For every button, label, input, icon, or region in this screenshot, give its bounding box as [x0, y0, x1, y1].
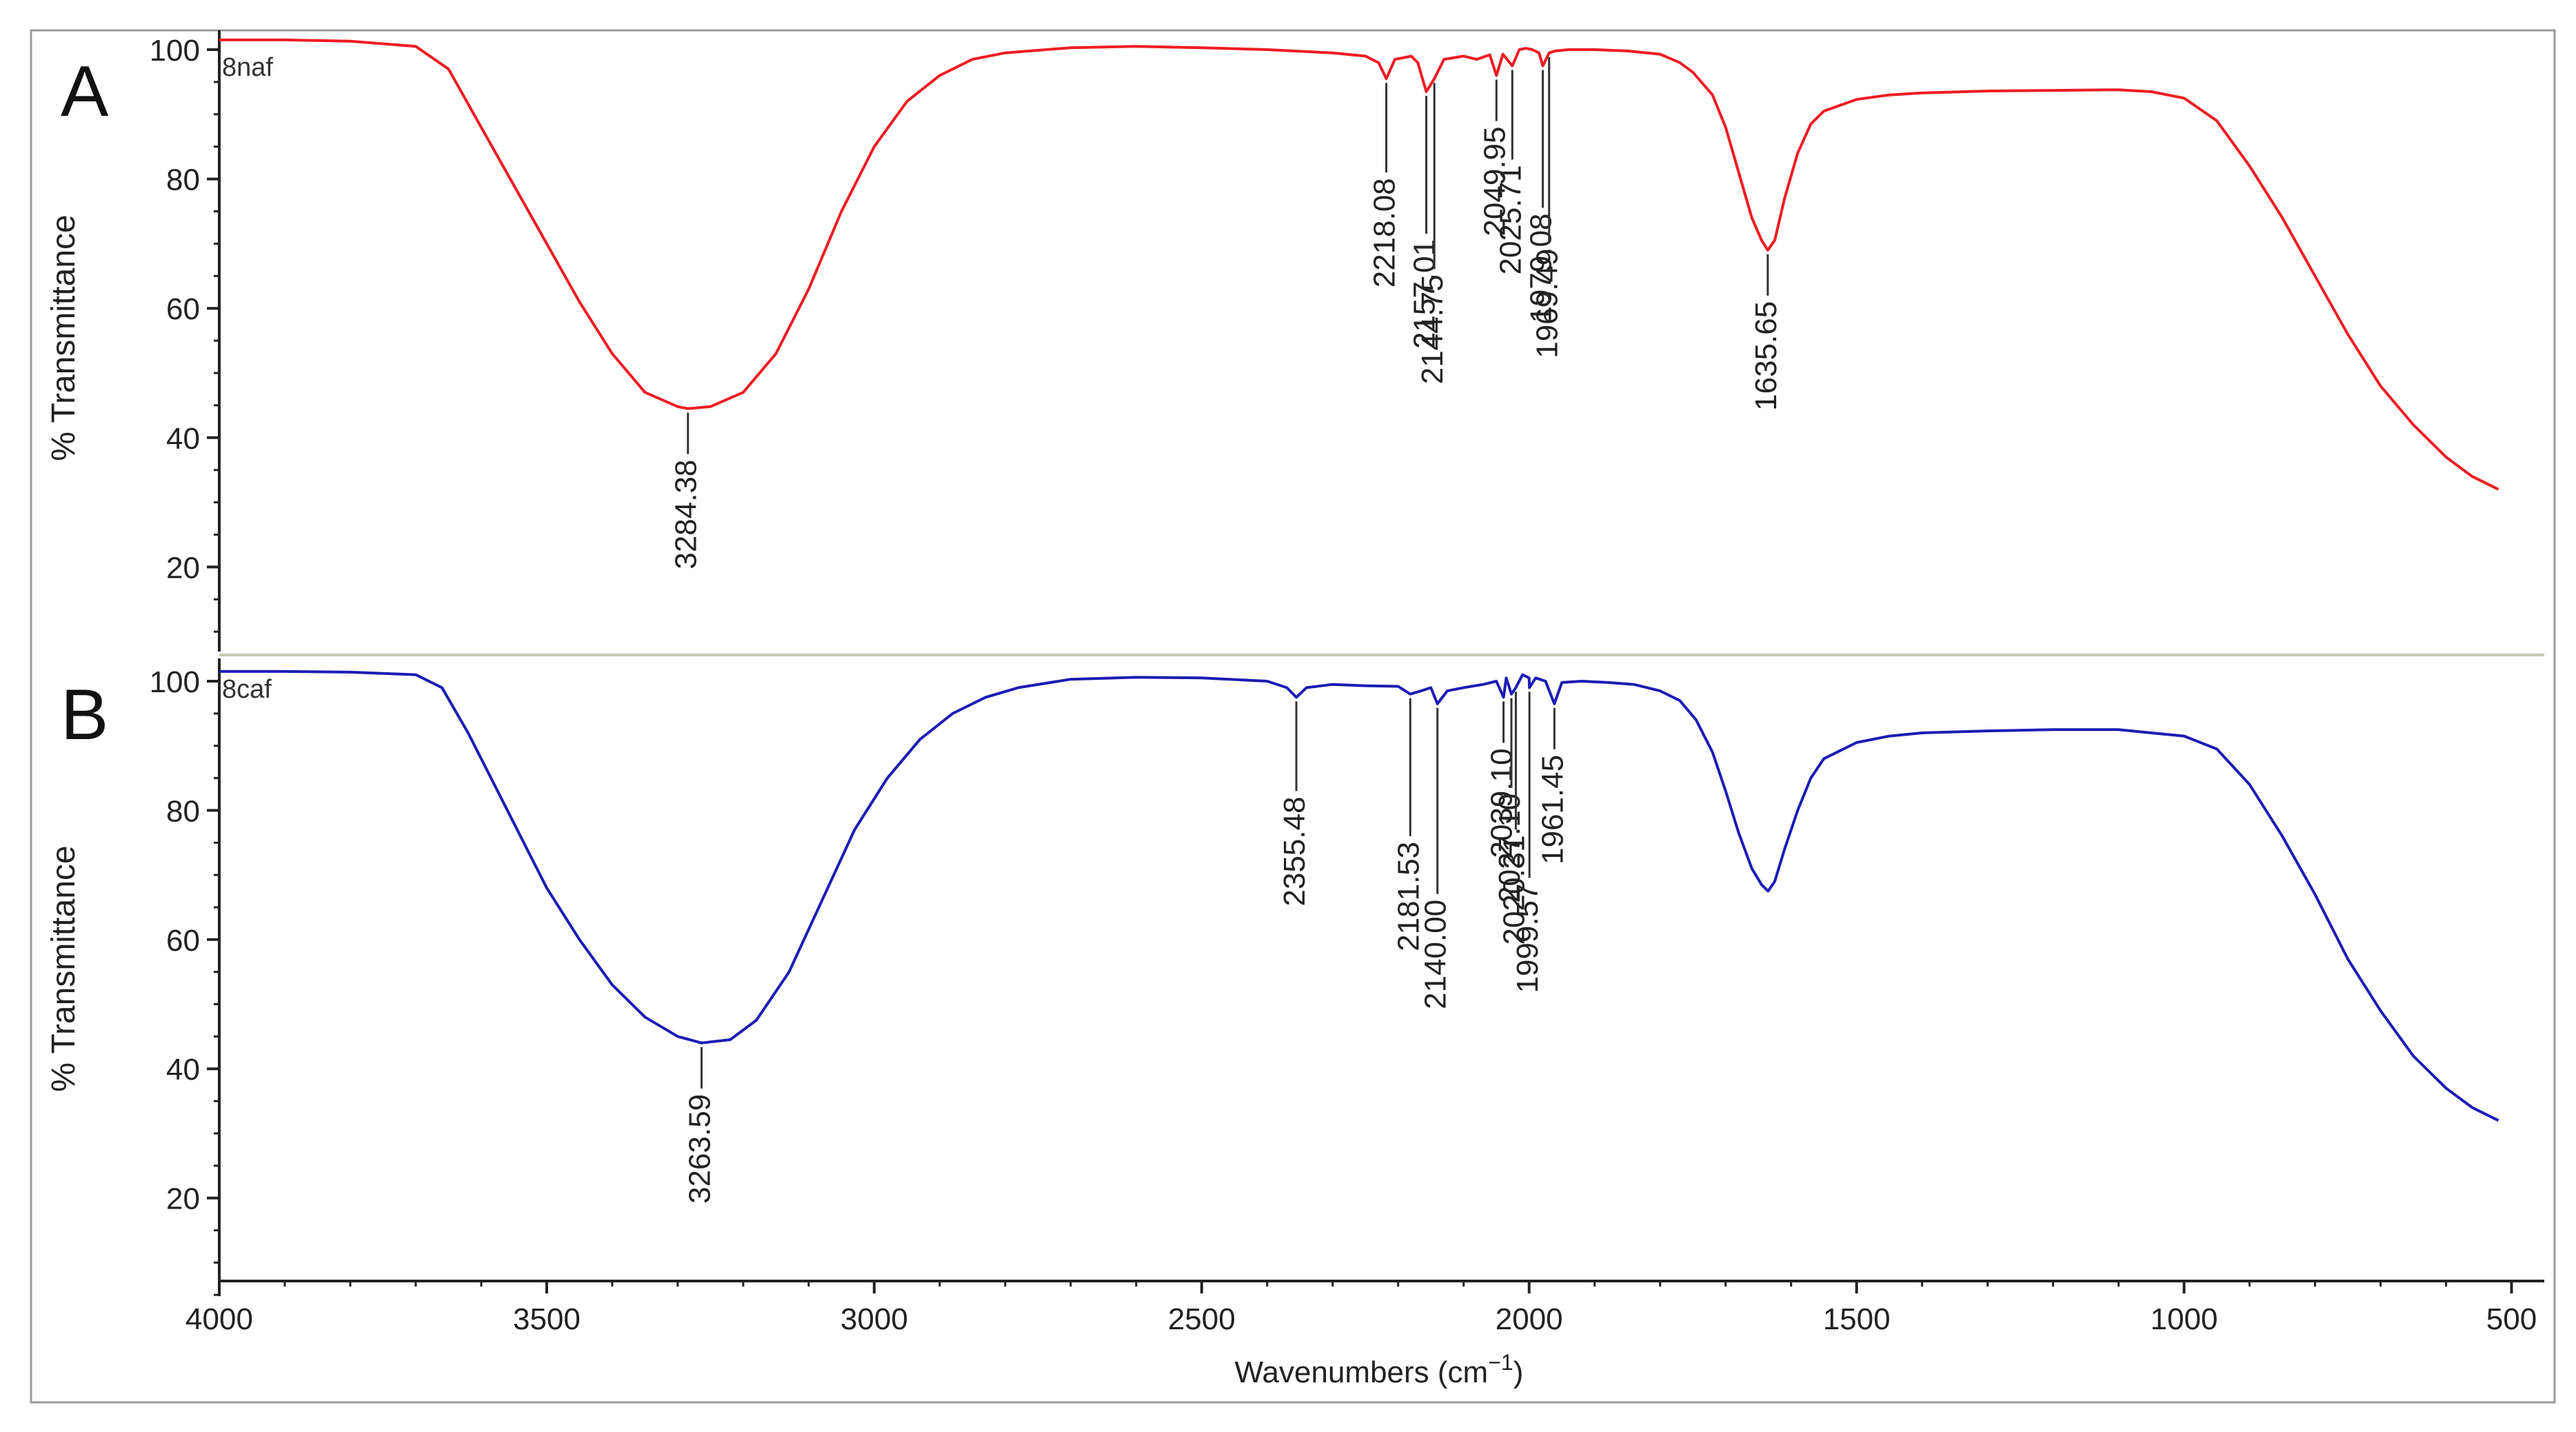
- panel-a-y-tick-label: 40: [166, 422, 200, 456]
- panel-b-peak-label: 1999.57: [1511, 883, 1544, 993]
- x-axis-label-close: ): [1513, 1355, 1524, 1389]
- x-tick-label: 2500: [1168, 1302, 1236, 1336]
- panel-b-spectrum-line: [219, 669, 2499, 1122]
- panel-a-peak-label: 1969.49: [1531, 249, 1564, 359]
- panel-b-peak-label: 2020.31: [1497, 835, 1531, 945]
- panel-b-y-tick-label: 80: [166, 794, 200, 828]
- panel-b-letter: B: [61, 675, 108, 755]
- panel-a-peak-label: 2049.95: [1478, 127, 1511, 236]
- panel-b-peak-label: 2140.00: [1419, 900, 1453, 1009]
- panel-a-y-tick-label: 60: [166, 292, 200, 326]
- x-axis-label: Wavenumbers (cm−1): [1235, 1350, 1524, 1389]
- panel-b-peak-label: 2039.10: [1485, 748, 1519, 858]
- x-axis-label-main: Wavenumbers (cm: [1235, 1355, 1489, 1389]
- panel-a-y-tick-label: 80: [166, 163, 200, 197]
- x-tick-label: 2000: [1496, 1302, 1563, 1336]
- panel-a-y-axis-label: % Transmittance: [46, 214, 82, 461]
- panel-a-letter: A: [61, 52, 109, 132]
- x-tick-label: 4000: [185, 1302, 253, 1336]
- panel-a-spectrum-line: [219, 38, 2499, 491]
- panel-a-peak-label: 2218.08: [1368, 178, 1402, 288]
- panel-b-sample-label: 8caf: [222, 675, 272, 704]
- panel-a-y-tick-label: 20: [166, 551, 200, 585]
- x-tick-label: 1500: [1823, 1302, 1891, 1336]
- panel-a-peak-label: 3284.38: [670, 460, 703, 569]
- panel-b-y-tick-label: 60: [166, 924, 200, 958]
- panel-b-y-tick-label: 20: [166, 1182, 200, 1216]
- panel-b-y-tick-label: 40: [166, 1053, 200, 1087]
- x-axis-label-superscript: −1: [1488, 1350, 1513, 1375]
- x-tick-label: 500: [2486, 1302, 2537, 1336]
- panel-a-peak-label: 2157.01: [1408, 239, 1442, 349]
- panel-a-peak-label: 1979.08: [1525, 213, 1558, 323]
- panel-b-peak-label: 2355.48: [1278, 796, 1311, 906]
- figure-frame: [30, 29, 2556, 1404]
- x-tick-label: 1000: [2151, 1302, 2218, 1336]
- panel-b-y-tick-label: 100: [150, 665, 200, 699]
- panel-a-peak-label: 2025.71: [1493, 165, 1527, 274]
- panel-b-peak-label: 3263.59: [683, 1094, 716, 1204]
- panel-b-peak-label: 2027.10: [1493, 794, 1527, 903]
- panel-a-y-tick-label: 100: [150, 34, 200, 68]
- x-tick-label: 3500: [513, 1302, 581, 1336]
- x-tick-label: 3000: [841, 1302, 908, 1336]
- panel-b-y-axis-label: % Transmittance: [46, 845, 82, 1091]
- panel-b-peak-label: 2181.53: [1391, 842, 1425, 951]
- panel-b-peak-label: 1961.45: [1536, 755, 1569, 865]
- panel-a-peak-label: 1635.65: [1749, 301, 1783, 411]
- panel-a-peak-label: 2144.75: [1416, 274, 1449, 384]
- panel-a-sample-label: 8naf: [222, 53, 273, 82]
